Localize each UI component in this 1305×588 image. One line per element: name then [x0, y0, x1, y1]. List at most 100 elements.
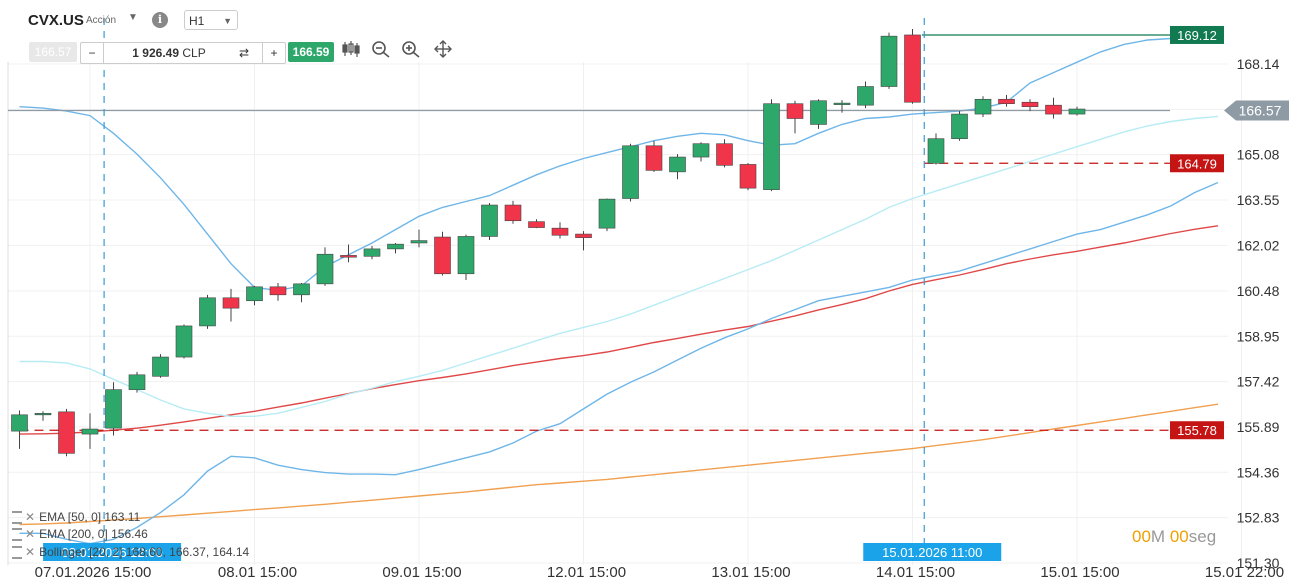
time-tick-label: 08.01 15:00: [218, 564, 297, 581]
candle-up: [810, 100, 827, 125]
candle-up: [457, 236, 475, 275]
candle-down: [269, 286, 287, 296]
quantity-amount: 1 926.49: [132, 46, 180, 60]
candlestick-type-icon[interactable]: [340, 40, 362, 63]
candle-down: [551, 227, 569, 236]
close-icon[interactable]: ✕: [25, 545, 36, 559]
chevron-down-icon: ▼: [223, 16, 232, 26]
candle-up: [175, 325, 193, 358]
candle-down: [340, 255, 357, 258]
price-tick-label: 162.02: [1237, 237, 1280, 253]
candle-down: [904, 34, 921, 103]
info-icon[interactable]: i: [152, 12, 168, 28]
candle-down: [504, 204, 522, 222]
price-tick-label: 163.55: [1237, 192, 1280, 208]
drag-handle-icon[interactable]: [12, 546, 22, 560]
candle-countdown: 00M 00seg: [1132, 527, 1216, 547]
candle-up: [622, 145, 639, 199]
candle-down: [1021, 101, 1039, 107]
legend-item-ema50[interactable]: ✕ EMA [50, 0] 163.11: [12, 510, 141, 525]
chevron-down-icon[interactable]: ▼: [128, 12, 138, 23]
quantity-currency: CLP: [182, 46, 206, 60]
candle-down: [1045, 104, 1062, 115]
legend-item-bollinger[interactable]: ✕ Bollinger [20, 2] 168.60, 166.37, 164.1…: [12, 545, 250, 560]
candle-up: [669, 156, 686, 173]
time-tick-label: 12.01 15:00: [547, 564, 626, 581]
candle-up: [692, 143, 710, 158]
candle-up: [481, 204, 498, 237]
increase-button[interactable]: +: [262, 43, 285, 63]
bollinger-lower-line: [19, 181, 1219, 545]
legend-label: EMA [50, 0] 163.11: [39, 510, 141, 524]
time-tick-label: 15.01 15:00: [1040, 564, 1119, 581]
candles[interactable]: [11, 29, 1086, 457]
candle-up: [1068, 108, 1086, 115]
candle-up: [128, 374, 146, 390]
symbol-title[interactable]: CVX.US: [28, 12, 84, 29]
current-price-tag: [1224, 100, 1289, 121]
timer-seconds: 00: [1169, 527, 1189, 546]
candle-up: [857, 86, 874, 106]
candle-down: [786, 103, 804, 119]
candle-down: [739, 164, 757, 189]
crosshair-time-tag: [43, 543, 182, 561]
time-axis[interactable]: 07.01.2026 15:00 08.01 15:00 09.01 15:00 12…: [35, 564, 1285, 581]
legend-label: Bollinger [20, 2] 168.60, 166.37, 164.14: [39, 545, 250, 559]
ema50-line: [19, 225, 1219, 435]
price-tick-label: 165.08: [1237, 147, 1280, 163]
candle-up: [11, 414, 28, 432]
price-tick-label: 168.14: [1237, 56, 1280, 72]
candle-up: [199, 297, 216, 327]
crosshair-time-tag: [863, 543, 1002, 561]
indicator-lines: [19, 37, 1219, 545]
zoom-out-icon[interactable]: [370, 40, 392, 63]
candle-up: [316, 253, 334, 285]
level-label: 169.12: [1177, 28, 1217, 43]
candle-down: [222, 297, 240, 309]
drag-handle-icon[interactable]: [12, 511, 22, 525]
candle-up: [763, 103, 780, 190]
crosshair-time-label: 08.01.2026 12:00: [61, 545, 162, 560]
time-tick-label: 13.01 15:00: [711, 564, 790, 581]
candle-down: [645, 145, 663, 171]
drag-handle-icon[interactable]: [12, 528, 22, 542]
close-icon[interactable]: ✕: [25, 527, 36, 541]
price-tick-label: 157.42: [1237, 374, 1280, 390]
candle-up: [81, 428, 99, 435]
timer-seconds-unit: seg: [1188, 527, 1217, 546]
candle-up: [293, 283, 310, 296]
candle-up: [833, 102, 851, 105]
candle-up: [387, 243, 404, 250]
timer-minutes-unit: M: [1150, 527, 1166, 546]
swap-icon[interactable]: ⇄: [238, 46, 250, 60]
price-axis[interactable]: 168.14 165.08 163.55 162.02 160.48 158.95 157.…: [1170, 25, 1289, 571]
candle-up: [363, 248, 381, 257]
candle-up: [105, 389, 122, 429]
decrease-button[interactable]: −: [81, 43, 104, 63]
crosshair-time-label: 15.01.2026 11:00: [882, 545, 982, 560]
quantity-value[interactable]: 1 926.49 CLP: [105, 43, 233, 63]
bollinger-upper-line: [19, 37, 1219, 292]
sell-price-button[interactable]: 166.57: [29, 42, 77, 62]
timer-minutes: 00: [1132, 527, 1151, 546]
crosshair-markers: 08.01.2026 12:00 15.01.2026 11:00: [43, 18, 1002, 561]
asset-type: Acción: [86, 15, 117, 26]
price-levels: [8, 34, 1170, 431]
price-tick-label: 151.30: [1237, 555, 1280, 571]
level-tag: [1170, 421, 1224, 440]
move-icon[interactable]: [432, 40, 454, 63]
zoom-in-icon[interactable]: [400, 40, 422, 63]
price-tick-label: 155.89: [1237, 419, 1280, 435]
price-tick-label: 160.48: [1237, 283, 1280, 299]
candle-up: [34, 413, 52, 416]
legend-item-ema200[interactable]: ✕ EMA [200, 0] 156.46: [12, 527, 148, 542]
candle-down: [716, 143, 733, 166]
close-icon[interactable]: ✕: [25, 510, 36, 524]
candle-up: [410, 240, 428, 244]
current-price-label: 166.57: [1239, 103, 1282, 119]
buy-price-button[interactable]: 166.59: [288, 42, 334, 62]
quantity-stepper[interactable]: − 1 926.49 CLP ⇄ +: [80, 42, 286, 64]
timeframe-select[interactable]: H1 ▼: [184, 10, 238, 30]
price-tick-label: 158.95: [1237, 328, 1280, 344]
